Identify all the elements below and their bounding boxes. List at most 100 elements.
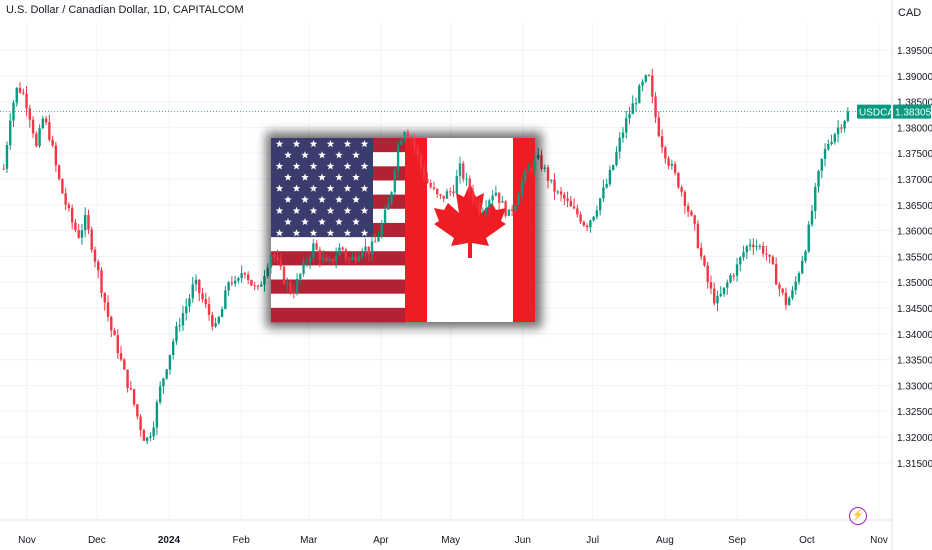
candle-body xyxy=(253,285,256,287)
candle-body xyxy=(801,260,804,274)
candle-body xyxy=(204,299,207,305)
candle-body xyxy=(119,353,123,360)
candle-body xyxy=(527,168,530,171)
candle-body xyxy=(439,194,442,196)
candle-body xyxy=(722,287,726,294)
candle-body xyxy=(67,204,71,209)
candle-body xyxy=(334,255,338,262)
time-axis[interactable]: Nov Dec 2024 Feb Mar Apr May Jun Jul Aug Sep Oct Nov xyxy=(0,519,892,546)
candle-body xyxy=(817,170,820,187)
star-icon xyxy=(292,184,301,192)
candle-body xyxy=(690,211,693,216)
candle-body xyxy=(657,117,661,137)
candle-body xyxy=(814,186,817,211)
y-tick-label: 1.38500 xyxy=(897,98,932,109)
candle-body xyxy=(191,284,194,299)
candle-body xyxy=(429,182,432,188)
lightning-icon[interactable]: ⚡ xyxy=(849,507,867,525)
candle-body xyxy=(833,134,837,142)
y-tick-label: 1.34000 xyxy=(897,330,932,341)
candle-body xyxy=(214,323,217,327)
candle-body xyxy=(357,256,361,262)
candle-body xyxy=(452,191,455,194)
candle-body xyxy=(546,167,550,181)
candle-body xyxy=(514,204,517,211)
candle-body xyxy=(123,359,126,370)
candle-body xyxy=(579,214,582,222)
candle-body xyxy=(165,369,168,379)
price-axis[interactable]: 1.31500 1.32000 1.32500 1.33000 1.33500 1.340… xyxy=(891,0,932,550)
candle-body xyxy=(670,164,674,166)
price-badges: USDCAD 1.38305 xyxy=(857,104,932,119)
star-icon xyxy=(352,217,360,226)
star-icon xyxy=(326,162,335,170)
candle-body xyxy=(611,165,615,170)
star-icon xyxy=(284,217,292,226)
candle-body xyxy=(647,75,651,77)
star-icon xyxy=(352,173,360,181)
candle-body xyxy=(207,304,211,315)
star-icon xyxy=(275,206,284,215)
candle-body xyxy=(520,181,524,197)
candle-body xyxy=(572,206,576,209)
y-tick-label: 1.33000 xyxy=(897,381,932,392)
x-tick-label: Aug xyxy=(656,535,674,546)
candle-body xyxy=(471,191,475,202)
x-tick-label: Nov xyxy=(18,535,36,546)
star-icon xyxy=(343,229,352,237)
candle-body xyxy=(625,118,628,133)
star-icon xyxy=(292,162,301,170)
candle-body xyxy=(497,192,501,203)
candle-body xyxy=(761,246,765,254)
candle-body xyxy=(149,436,152,438)
candle-body xyxy=(774,264,778,285)
star-icon xyxy=(326,140,335,148)
candle-body xyxy=(491,195,494,201)
candle-body xyxy=(628,114,631,119)
candle-body xyxy=(595,210,599,217)
candle-body xyxy=(576,208,579,215)
candle-body xyxy=(644,75,647,82)
star-icon xyxy=(275,229,284,237)
candle-body xyxy=(732,275,735,277)
candle-body xyxy=(784,292,788,306)
candle-body xyxy=(836,127,840,135)
star-icon xyxy=(335,151,343,159)
candle-body xyxy=(282,266,286,284)
star-icon xyxy=(360,140,369,148)
candle-body xyxy=(364,246,367,251)
candle-body xyxy=(393,170,397,193)
y-tick-label: 1.37000 xyxy=(897,175,932,186)
candle-body xyxy=(18,87,22,93)
candle-body xyxy=(250,279,253,286)
candle-body xyxy=(70,208,74,223)
candle-body xyxy=(15,87,18,103)
candle-body xyxy=(787,298,791,306)
candle-body xyxy=(830,141,833,144)
last-price-badge: 1.38305 xyxy=(895,108,932,119)
candle-body xyxy=(48,122,51,140)
star-icon xyxy=(292,140,301,148)
candle-body xyxy=(755,246,758,248)
candle-body xyxy=(569,200,573,207)
candle-body xyxy=(703,256,706,266)
candle-body xyxy=(12,102,15,121)
candle-body xyxy=(683,191,687,206)
candle-body xyxy=(31,119,35,134)
candle-body xyxy=(592,216,595,221)
y-tick-label: 1.34500 xyxy=(897,304,932,315)
candle-body xyxy=(325,257,328,262)
candle-body xyxy=(289,282,292,293)
star-icon xyxy=(309,206,318,215)
candle-body xyxy=(132,389,136,405)
candle-body xyxy=(338,247,341,256)
x-tick-label: 2024 xyxy=(158,535,181,546)
candle-body xyxy=(589,220,592,228)
candle-body xyxy=(752,244,755,248)
candle-body xyxy=(823,149,827,159)
candle-body xyxy=(739,257,742,265)
candle-body xyxy=(807,224,810,252)
x-tick-label: Apr xyxy=(373,535,389,546)
candle-body xyxy=(142,430,146,441)
